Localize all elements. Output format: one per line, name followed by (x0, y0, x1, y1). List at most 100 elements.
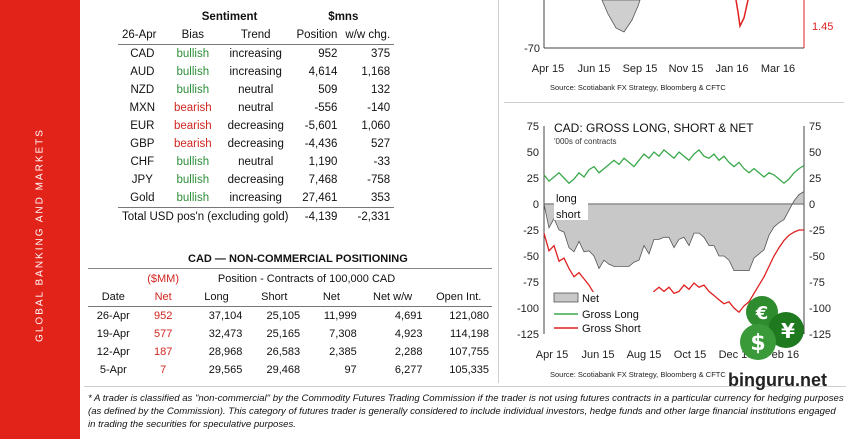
sentiment-row: CHF bullish neutral 1,190 -33 (118, 153, 394, 171)
main-chart-y-tick-right: -125 (809, 329, 831, 341)
main-chart-y-tick-right: -75 (809, 277, 825, 289)
legend-net-label: Net (582, 293, 599, 305)
footer-divider (84, 386, 846, 387)
series-gross-short-line (543, 229, 804, 314)
cad-open-int: 114,198 (450, 328, 489, 340)
sidebar-title: GLOBAL BANKING AND MARKETS (34, 128, 46, 342)
contracts-group-header: Position - Contracts of 100,000 CAD (217, 273, 396, 285)
sentiment-row: JPY bullish decreasing 7,468 -758 (118, 171, 394, 189)
main-chart-y-tick-right: 50 (809, 147, 821, 159)
top-chart-source: Source: Scotiabank FX Strategy, Bloomber… (550, 83, 726, 92)
legend-short-label: Gross Short (582, 323, 641, 335)
sentiment-row: MXN bearish neutral -556 -140 (118, 99, 394, 117)
legend-long-label: Gross Long (582, 309, 639, 321)
cad-net-mm: 577 (153, 328, 173, 340)
main-chart-y-tick-right: -100 (809, 303, 831, 315)
sentiment-row: AUD bullish increasing 4,614 1,168 (118, 63, 394, 81)
cad-open-int: 105,335 (449, 364, 489, 376)
main-chart-x-tick: Feb 16 (765, 349, 799, 361)
mns-group-header: $mns (328, 11, 359, 23)
trend-value: decreasing (227, 120, 284, 132)
cad-long: 28,968 (208, 346, 243, 358)
currency-label: CHF (130, 156, 155, 168)
cad-net: 7,308 (329, 328, 357, 340)
sentiment-row: GBP bearish decreasing -4,436 527 (118, 135, 394, 153)
cad-net-ww: 6,277 (394, 364, 423, 376)
footnote: * A trader is classified as "non-commerc… (88, 393, 844, 430)
main-chart-title: CAD: GROSS LONG, SHORT & NET (554, 121, 754, 135)
main-chart-y-tick-right: 25 (809, 173, 821, 185)
sentiment-row: EUR bearish decreasing -5,601 1,060 (118, 117, 394, 135)
trend-value: increasing (229, 48, 282, 60)
chg-value: 1,168 (361, 66, 391, 78)
trend-value: neutral (238, 156, 274, 168)
cad-net-ww: 2,288 (394, 346, 423, 358)
main-chart-y-tick-left: 0 (533, 199, 539, 211)
top-chart-right-tick: 1.45 (812, 21, 833, 33)
position-value: 1,190 (308, 156, 338, 168)
currency-label: Gold (130, 192, 155, 204)
annotation-short: short (556, 209, 580, 221)
cad-col-net: Net (322, 291, 340, 303)
top-chart-plot (544, 0, 804, 48)
trend-value: increasing (229, 192, 282, 204)
position-value: 4,614 (308, 66, 338, 78)
col-position: Position (296, 29, 338, 41)
sentiment-table: Sentiment $mns 26-Apr Bias Trend Positio… (118, 8, 395, 226)
chg-value: 132 (370, 84, 391, 96)
chg-value: 353 (370, 192, 391, 204)
cad-row: 12-Apr 187 28,968 26,583 2,385 2,288 107,755 (88, 343, 492, 361)
trend-value: neutral (238, 84, 274, 96)
sentiment-group-header: Sentiment (201, 11, 258, 23)
main-chart-y-tick-left: -125 (517, 329, 539, 341)
bias-value: bearish (173, 138, 212, 150)
cad-net: 11,999 (323, 310, 357, 322)
yen-symbol: ¥ (781, 319, 795, 343)
sentiment-row: NZD bullish neutral 509 132 (118, 81, 394, 99)
top-chart-x-tick: Nov 15 (669, 63, 704, 75)
chg-value: -33 (373, 156, 391, 168)
bias-value: bullish (176, 84, 210, 96)
panel-divider (498, 0, 499, 383)
main-chart-y-tick-left: 25 (527, 173, 539, 185)
currency-label: CAD (130, 48, 155, 60)
cad-col-long: Long (204, 291, 229, 303)
col-trend: Trend (240, 29, 271, 41)
bias-value: bullish (176, 48, 210, 60)
main-chart-y-tick-right: -25 (809, 225, 825, 237)
main-chart-y-tick-left: -25 (523, 225, 539, 237)
cad-net: 97 (344, 364, 357, 376)
chart-separator (504, 102, 844, 103)
trend-value: neutral (238, 102, 274, 114)
cad-col-date: Date (101, 291, 125, 303)
main-chart-y-tick-right: 75 (809, 121, 821, 133)
position-value: 7,468 (308, 174, 338, 186)
cad-row: 5-Apr 7 29,565 29,468 97 6,277 105,335 (88, 361, 492, 379)
main-chart-y-tick-right: 0 (809, 199, 815, 211)
top-chart-x-tick: Jun 15 (577, 63, 610, 75)
col-ww-chg: w/w chg. (345, 29, 391, 41)
sentiment-date: 26-Apr (122, 29, 157, 41)
cad-col-short: Short (261, 291, 288, 303)
trend-value: increasing (229, 66, 282, 78)
cad-table-title: CAD — NON-COMMERCIAL POSITIONING (188, 253, 408, 265)
chg-value: 1,060 (361, 120, 391, 132)
cad-net-ww: 4,691 (394, 310, 423, 322)
series-gross-long-line (543, 148, 805, 185)
bias-value: bullish (176, 156, 210, 168)
sidebar-band: GLOBAL BANKING AND MARKETS (0, 0, 80, 439)
main-chart-y-tick-left: 75 (527, 121, 539, 133)
main-chart-x-tick: Aug 15 (627, 349, 662, 361)
cad-long: 37,104 (208, 310, 243, 322)
euro-symbol: € (755, 303, 769, 324)
position-value: -4,436 (304, 138, 338, 150)
cad-short: 26,583 (266, 346, 301, 358)
cad-net-mm: 952 (153, 310, 173, 322)
cad-col-net-ww: Net w/w (373, 291, 413, 303)
bias-value: bearish (173, 102, 212, 114)
series-net-area (543, 190, 805, 271)
currency-label: JPY (131, 174, 153, 186)
top-chart-line-fragment (735, 0, 749, 29)
top-chart-x-tick: Sep 15 (623, 63, 658, 75)
currency-label: MXN (129, 102, 156, 114)
